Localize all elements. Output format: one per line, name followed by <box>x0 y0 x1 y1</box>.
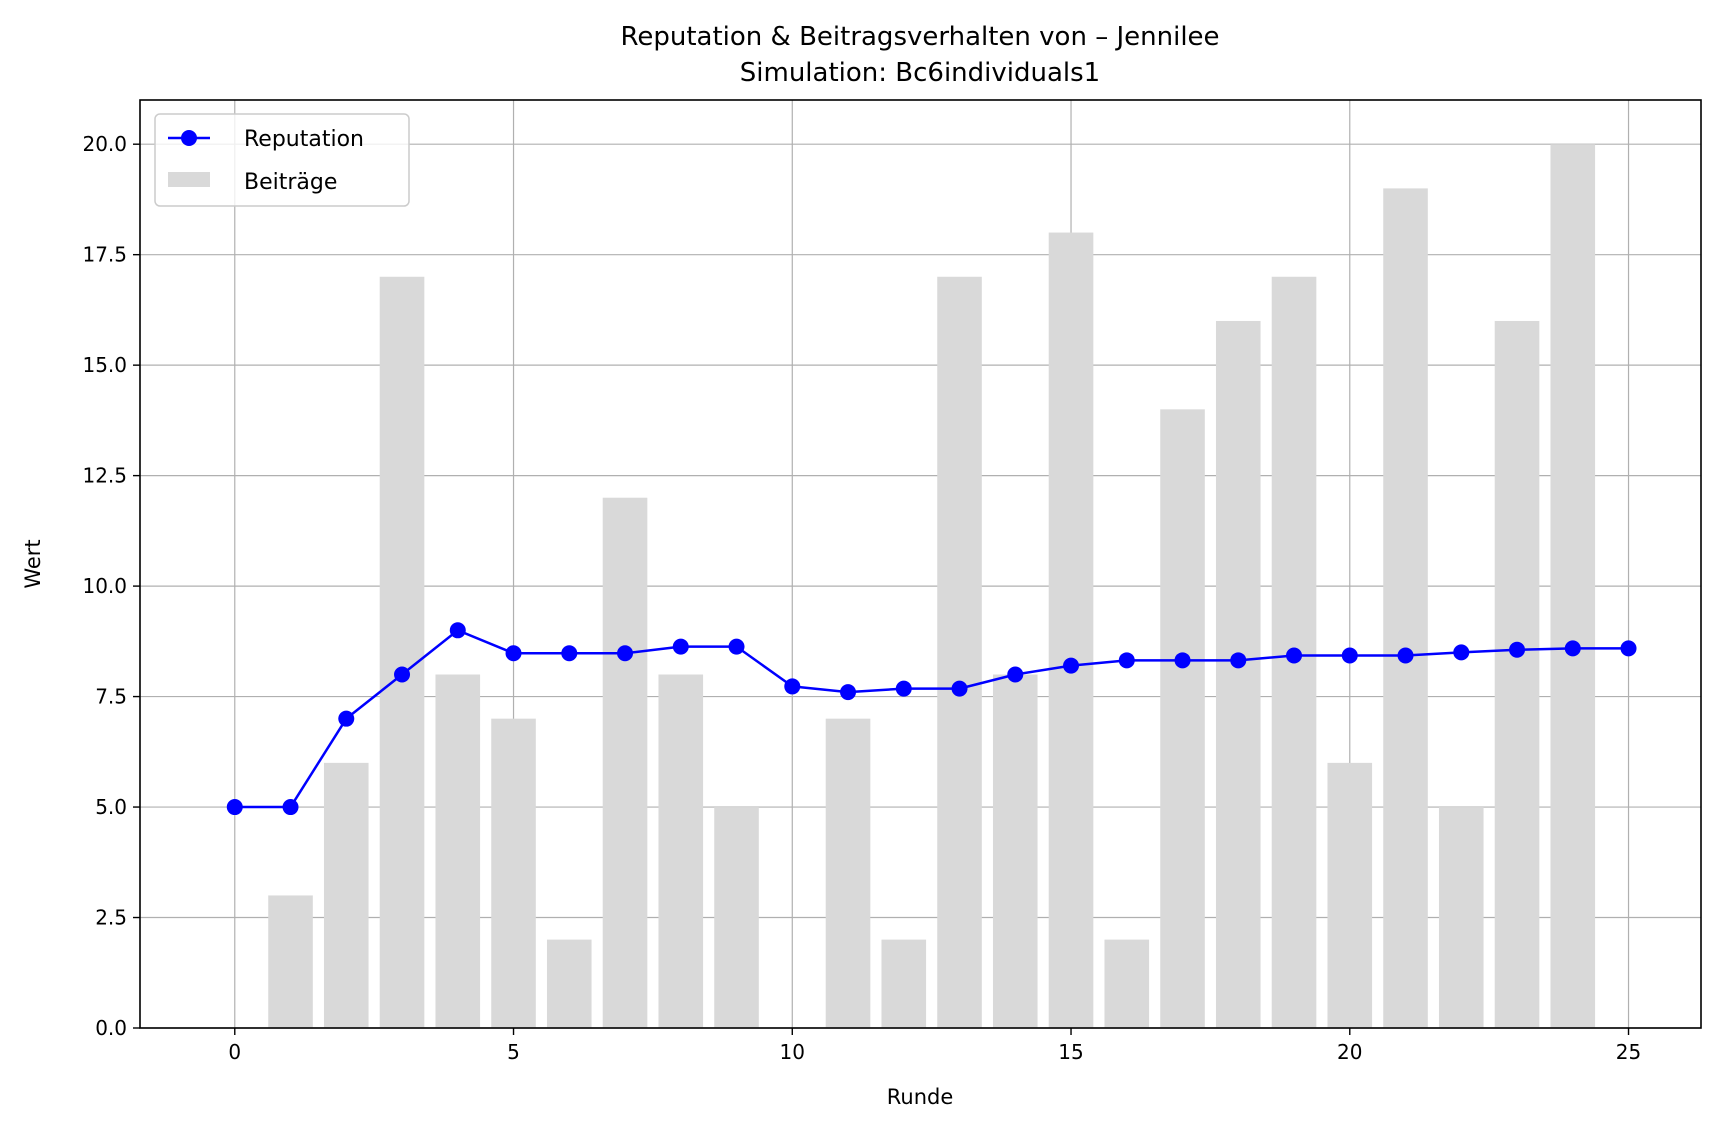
reputation-point <box>394 666 411 683</box>
reputation-point <box>1341 647 1358 664</box>
bar-beitraege <box>1438 807 1484 1028</box>
x-tick-label: 15 <box>1058 1040 1083 1064</box>
reputation-point <box>1509 641 1526 658</box>
reputation-point <box>1230 652 1247 669</box>
reputation-point <box>1007 666 1024 683</box>
legend-box <box>154 113 410 207</box>
y-tick-label: 12.5 <box>82 464 127 488</box>
y-tick-label: 15.0 <box>82 353 127 377</box>
y-tick-label: 17.5 <box>82 243 127 267</box>
y-axis-label: Wert <box>21 539 45 588</box>
bar-beitraege <box>1160 409 1205 1028</box>
plot-frame <box>139 99 1702 1029</box>
axis-ticks: 0 5 10 15 20 25 0.0 2.5 5.0 7.5 10.0 12.5 15.0 17.5 20… <box>82 132 1641 1064</box>
reputation-line <box>234 629 1629 809</box>
x-tick-label: 25 <box>1616 1040 1641 1064</box>
bar-beitraege <box>1383 188 1428 1028</box>
y-tick-label: 2.5 <box>95 906 127 930</box>
reputation-point <box>282 799 299 816</box>
reputation-point <box>505 645 522 662</box>
reputation-point <box>1397 647 1414 664</box>
x-tick-label: 10 <box>780 1040 805 1064</box>
bar-beitraege <box>1104 939 1150 1028</box>
reputation-point <box>617 645 634 662</box>
reputation-point <box>895 680 912 697</box>
x-tick-label: 0 <box>228 1040 241 1064</box>
x-tick-label: 5 <box>507 1040 520 1064</box>
reputation-point <box>338 710 355 727</box>
bar-beitraege <box>602 497 648 1028</box>
bar-beitraege <box>881 939 927 1028</box>
reputation-point <box>1620 640 1637 657</box>
reputation-point <box>1063 657 1080 674</box>
y-tick-label: 0.0 <box>95 1016 127 1040</box>
reputation-point <box>672 638 689 655</box>
reputation-point <box>1453 644 1470 661</box>
y-tick-label: 7.5 <box>95 685 127 709</box>
bar-beitraege <box>658 674 704 1028</box>
bar-beitraege <box>825 718 871 1028</box>
reputation-point <box>728 638 745 655</box>
x-tick-label: 20 <box>1337 1040 1362 1064</box>
x-axis-label: Runde <box>887 1085 954 1109</box>
line-series-reputation <box>226 622 1637 816</box>
reputation-point <box>1286 647 1303 664</box>
bar-beitraege <box>546 939 592 1028</box>
bar-beitraege <box>268 895 313 1028</box>
y-tick-label: 10.0 <box>82 574 127 598</box>
chart-subtitle: Simulation: Bc6individuals1 <box>740 58 1100 88</box>
bar-beitraege <box>992 674 1038 1028</box>
reputation-point <box>226 799 243 816</box>
y-tick-label: 5.0 <box>95 795 127 819</box>
reputation-point <box>1118 652 1135 669</box>
legend-beitraege-label: Beiträge <box>244 170 337 195</box>
legend-reputation-label: Reputation <box>244 127 364 152</box>
bar-beitraege <box>491 718 536 1028</box>
bar-series-beitraege <box>268 144 1596 1029</box>
legend-beitraege-swatch <box>168 172 210 187</box>
chart-title: Reputation & Beitragsverhalten von – Jen… <box>620 22 1219 52</box>
reputation-point <box>951 680 968 697</box>
bar-beitraege <box>435 674 481 1028</box>
reputation-point <box>840 684 857 701</box>
bar-beitraege <box>1327 762 1373 1028</box>
bar-beitraege <box>323 762 369 1028</box>
reputation-point <box>1174 652 1191 669</box>
reputation-point <box>1564 640 1581 657</box>
bar-beitraege <box>937 276 982 1028</box>
bar-beitraege <box>1494 320 1540 1028</box>
reputation-point <box>784 678 801 695</box>
bar-beitraege <box>1215 320 1261 1028</box>
bar-beitraege <box>714 807 759 1028</box>
bar-beitraege <box>1550 144 1596 1028</box>
y-tick-label: 20.0 <box>82 132 127 156</box>
legend: Reputation Beiträge <box>154 113 410 207</box>
bar-beitraege <box>379 276 425 1028</box>
legend-reputation-marker <box>181 130 197 146</box>
bar-beitraege <box>1048 232 1094 1029</box>
reputation-point <box>449 622 466 639</box>
reputation-point <box>561 645 578 662</box>
